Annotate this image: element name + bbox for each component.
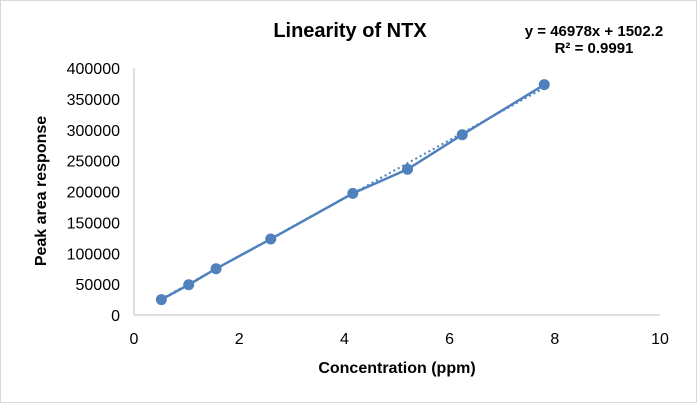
data-point	[265, 233, 277, 245]
y-tick-label: 200000	[67, 185, 120, 202]
x-tick-label: 4	[340, 331, 349, 348]
x-axis-label: Concentration (ppm)	[318, 360, 475, 377]
data-point	[183, 279, 195, 291]
data-point	[155, 294, 167, 306]
x-tick-label: 6	[445, 331, 454, 348]
chart-title: Linearity of NTX	[273, 20, 427, 42]
data-points	[155, 79, 550, 306]
y-tick-label: 350000	[67, 92, 120, 109]
y-axis-label: Peak area response	[33, 116, 50, 266]
y-tick-label: 50000	[76, 277, 121, 294]
y-tick-label: 150000	[67, 215, 120, 232]
x-tick-labels: 0 2 4 6 8 10	[130, 331, 669, 348]
x-tick-label: 0	[130, 331, 139, 348]
trendline-equation: y = 46978x + 1502.2	[525, 23, 663, 40]
data-point	[347, 187, 359, 199]
y-tick-label: 250000	[67, 154, 120, 171]
y-tick-label: 400000	[67, 61, 120, 78]
x-tick-label: 10	[651, 331, 669, 348]
data-point	[402, 163, 414, 175]
x-tick-label: 8	[550, 331, 559, 348]
y-tick-labels: 0 50000 100000 150000 200000 250000 300000 3500…	[67, 61, 120, 325]
y-tick-label: 300000	[67, 123, 120, 140]
data-point	[456, 129, 468, 141]
x-tick-label: 2	[235, 331, 244, 348]
y-tick-label: 100000	[67, 246, 120, 263]
data-point	[210, 263, 222, 275]
y-tick-label: 0	[111, 308, 120, 325]
data-point	[538, 79, 550, 91]
trendline-r-squared: R² = 0.9991	[555, 40, 634, 57]
